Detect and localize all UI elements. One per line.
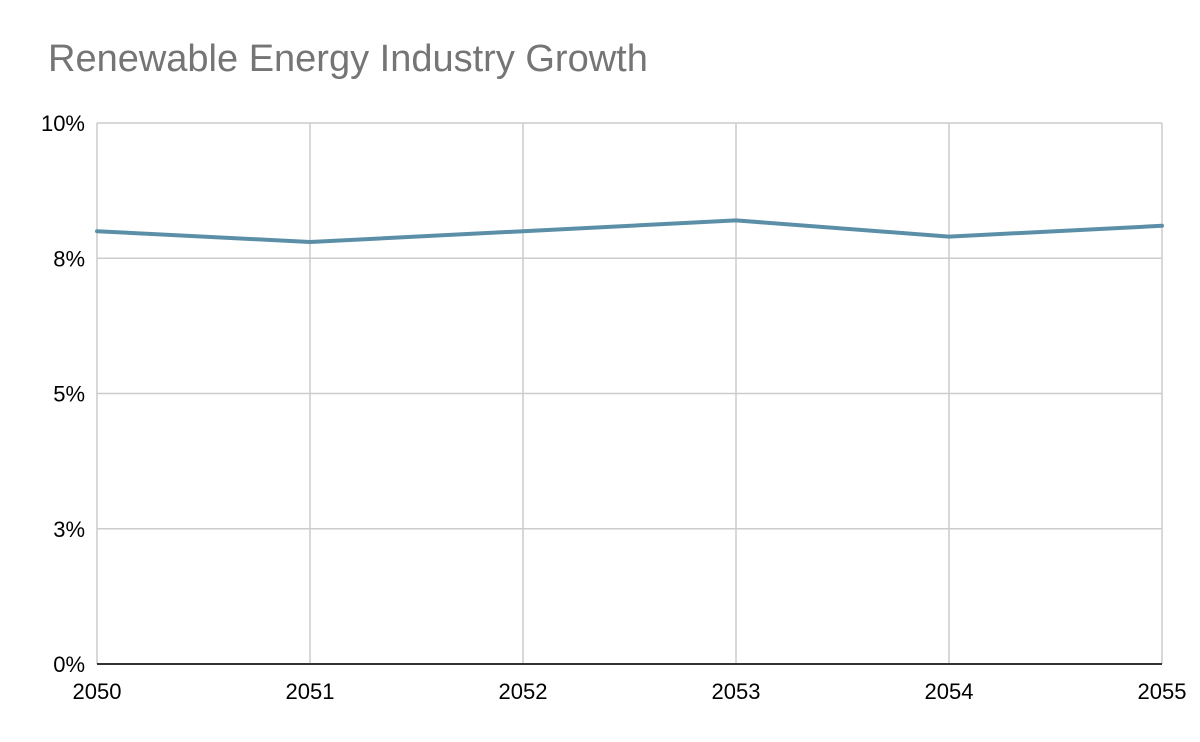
y-tick-label: 8% [53, 246, 85, 271]
grid-lines [96, 122, 1163, 664]
x-tick-label: 2051 [286, 679, 335, 704]
x-tick-label: 2053 [712, 679, 761, 704]
x-tick-label: 2055 [1138, 679, 1187, 704]
y-tick-label: 5% [53, 382, 85, 407]
series-line [95, 218, 1164, 245]
y-tick-label: 3% [53, 517, 85, 542]
x-axis-tick-labels: 2050 2051 2052 2053 2054 2055 [73, 679, 1187, 704]
y-tick-label: 0% [53, 652, 85, 677]
series-layer [95, 218, 1164, 245]
y-axis-tick-labels: 0% 3% 5% 8% 10% [41, 111, 85, 677]
x-tick-label: 2054 [925, 679, 974, 704]
y-tick-label: 10% [41, 111, 85, 136]
x-tick-label: 2050 [73, 679, 122, 704]
chart-title: Renewable Energy Industry Growth [48, 38, 648, 80]
x-tick-label: 2052 [499, 679, 548, 704]
